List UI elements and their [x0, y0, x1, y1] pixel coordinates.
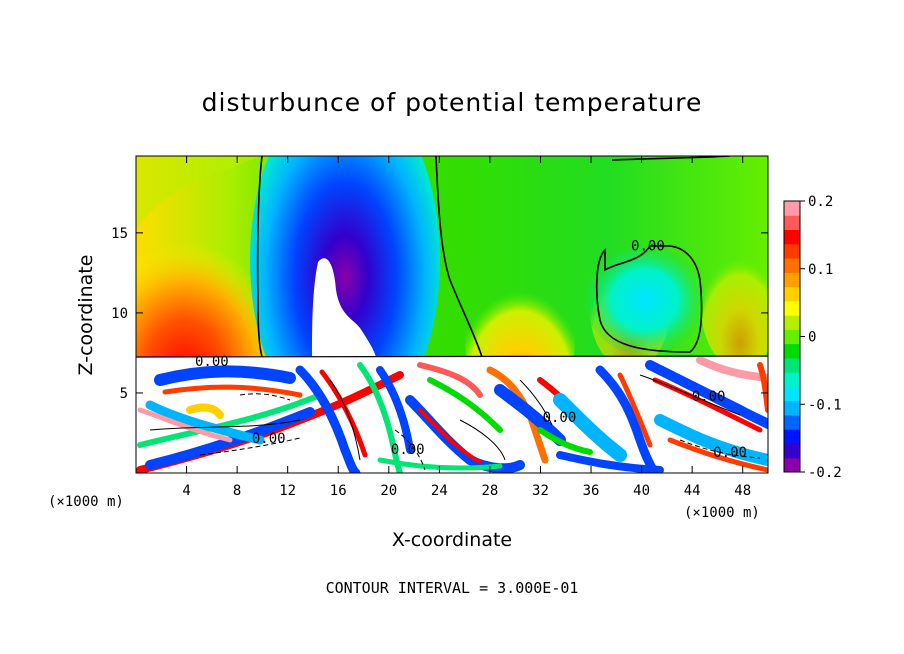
colorbar-ticks: 0.2 0.1 0 -0.1 -0.2	[800, 194, 842, 481]
x-tick-label: 16	[330, 483, 347, 499]
x-tick-label: 4	[182, 483, 190, 499]
contour-label: 0.00	[252, 431, 286, 447]
colorbar-swatch	[784, 286, 800, 302]
contour-label: 0.00	[195, 354, 229, 370]
x-tick-label: 48	[734, 483, 751, 499]
colorbar-swatch	[784, 457, 800, 473]
x-tick-label: 28	[481, 483, 498, 499]
contour-interval-note: CONTOUR INTERVAL = 3.000E-01	[326, 579, 579, 597]
colorbar-swatch	[784, 315, 800, 330]
colorbar-swatch	[784, 386, 800, 402]
lower-layer	[136, 357, 768, 473]
colorbar	[784, 201, 800, 473]
colorbar-swatch	[784, 201, 800, 216]
colorbar-swatch	[784, 357, 800, 373]
x-tick-label: 24	[431, 483, 448, 499]
x-tick-label: 8	[233, 483, 241, 499]
colorbar-swatch	[784, 329, 800, 345]
x-axis-ticks: 4 8 12 16 20 24 28 32 36 40 44 48	[182, 156, 751, 499]
colorbar-swatch	[784, 372, 800, 387]
x-axis-label: X-coordinate	[392, 529, 512, 551]
colorbar-swatch	[784, 443, 800, 459]
y-tick-label: 15	[111, 226, 128, 242]
colorbar-swatch	[784, 300, 800, 316]
colorbar-swatch	[784, 414, 800, 430]
upper-layer	[136, 156, 768, 357]
x-tick-label: 20	[380, 483, 397, 499]
plot-frame	[135, 155, 769, 474]
colorbar-swatch	[784, 272, 800, 288]
colorbar-swatch	[784, 429, 800, 444]
x-tick-label: 36	[583, 483, 600, 499]
colorbar-tick-label: -0.1	[808, 397, 842, 413]
x-unit-right: (×1000 m)	[684, 505, 760, 521]
contour-label: 0.00	[543, 410, 577, 426]
y-tick-label: 5	[120, 386, 128, 402]
heatmap-field	[136, 156, 768, 473]
colorbar-swatch	[784, 258, 800, 273]
colorbar-swatch	[784, 229, 800, 245]
contour-label: 0.00	[631, 239, 665, 255]
colorbar-swatch	[784, 215, 800, 231]
colorbar-tick-label: -0.2	[808, 465, 842, 481]
x-tick-label: 32	[532, 483, 549, 499]
y-tick-label: 10	[111, 306, 128, 322]
colorbar-swatch	[784, 343, 800, 359]
x-tick-label: 44	[684, 483, 701, 499]
y-axis-label: Z-coordinate	[75, 255, 97, 376]
contour-label: 0.00	[713, 445, 747, 461]
colorbar-tick-label: 0.2	[808, 194, 833, 210]
x-tick-label: 12	[279, 483, 296, 499]
contour-label: 0.00	[391, 442, 425, 458]
x-unit-left: (×1000 m)	[48, 494, 124, 510]
colorbar-tick-label: 0	[808, 330, 816, 346]
colorbar-tick-label: 0.1	[808, 262, 833, 278]
colorbar-swatch	[784, 400, 800, 416]
contour-labels: 0.00 0.00 0.00 0.00 0.00 0.00 0.00	[195, 239, 747, 462]
y-axis-ticks: 5 10 15	[111, 226, 768, 402]
x-tick-label: 40	[633, 483, 650, 499]
colorbar-swatch	[784, 243, 800, 259]
contour-label: 0.00	[692, 389, 726, 405]
chart-title: disturbunce of potential temperature	[202, 88, 703, 117]
